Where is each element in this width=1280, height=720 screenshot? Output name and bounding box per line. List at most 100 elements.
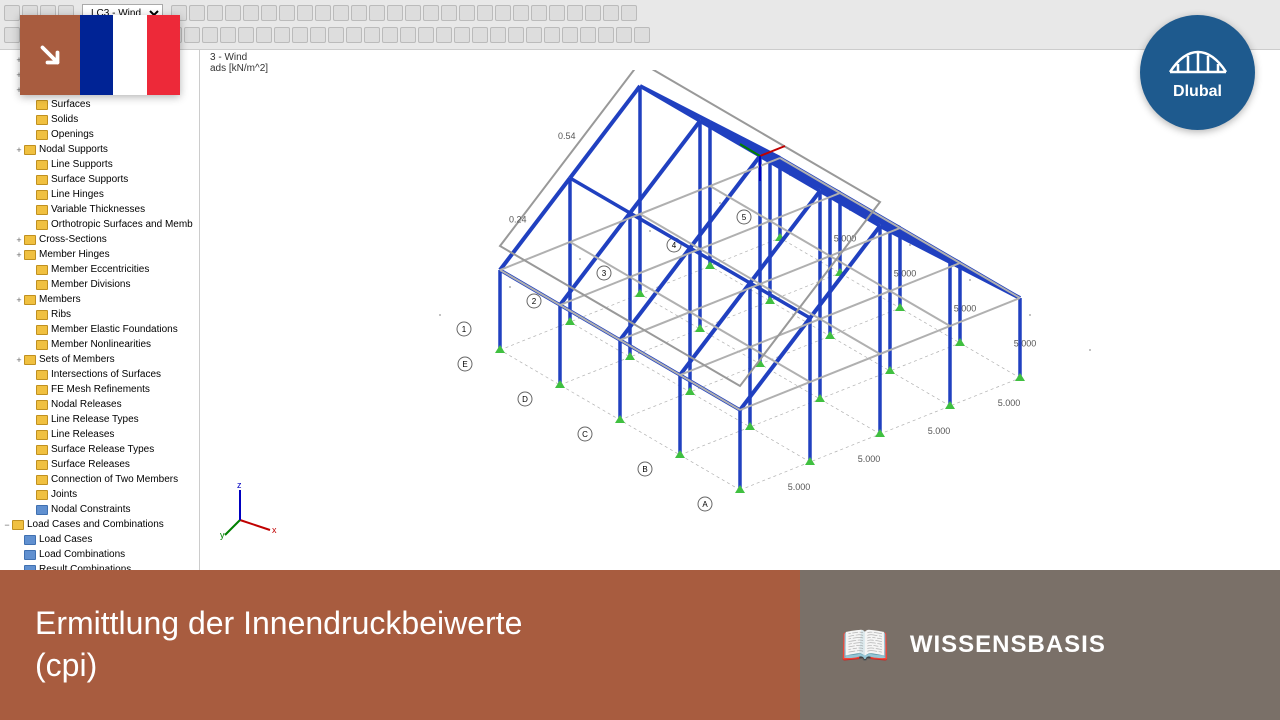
tree-item[interactable]: Line Release Types [2, 412, 197, 427]
tb-btn[interactable] [364, 27, 380, 43]
tb-btn[interactable] [274, 27, 290, 43]
tb-btn[interactable] [477, 5, 493, 21]
tb-btn[interactable] [580, 27, 596, 43]
tb-btn[interactable] [184, 27, 200, 43]
tb-btn[interactable] [472, 27, 488, 43]
tb-btn[interactable] [603, 5, 619, 21]
tb-btn[interactable] [544, 27, 560, 43]
tb-btn[interactable] [423, 5, 439, 21]
tree-item[interactable]: −Load Cases and Combinations [2, 517, 197, 532]
banner-title-line2: (cpi) [35, 645, 765, 687]
svg-text:3: 3 [602, 269, 607, 278]
tb-btn[interactable] [4, 27, 20, 43]
svg-text:5: 5 [742, 213, 747, 222]
tb-btn[interactable] [531, 5, 547, 21]
tree-item[interactable]: Joints [2, 487, 197, 502]
tb-btn[interactable] [567, 5, 583, 21]
tree-item[interactable]: Surface Supports [2, 172, 197, 187]
tb-btn[interactable] [526, 27, 542, 43]
tb-btn[interactable] [382, 27, 398, 43]
tb-btn[interactable] [387, 5, 403, 21]
tb-btn[interactable] [418, 27, 434, 43]
svg-text:C: C [582, 430, 588, 439]
tree-item[interactable]: Line Releases [2, 427, 197, 442]
tree-item[interactable]: Variable Thicknesses [2, 202, 197, 217]
svg-text:D: D [522, 395, 528, 404]
tb-btn[interactable] [598, 27, 614, 43]
tb-btn[interactable] [279, 5, 295, 21]
tb-btn[interactable] [207, 5, 223, 21]
tree-item[interactable]: Line Supports [2, 157, 197, 172]
tb-btn[interactable] [238, 27, 254, 43]
navigator-tree[interactable]: +Nodes+Lines+MaterialsSurfacesSolidsOpen… [0, 50, 200, 570]
tree-item[interactable]: Nodal Releases [2, 397, 197, 412]
tb-btn[interactable] [454, 27, 470, 43]
tree-item[interactable]: Solids [2, 112, 197, 127]
tb-btn[interactable] [513, 5, 529, 21]
tree-item[interactable]: Intersections of Surfaces [2, 367, 197, 382]
tree-item[interactable]: +Sets of Members [2, 352, 197, 367]
svg-text:x: x [272, 525, 277, 535]
tb-btn[interactable] [562, 27, 578, 43]
tree-item[interactable]: Result Combinations [2, 562, 197, 570]
tb-btn[interactable] [369, 5, 385, 21]
tree-item[interactable]: +Cross-Sections [2, 232, 197, 247]
tree-item[interactable]: Member Elastic Foundations [2, 322, 197, 337]
tree-item[interactable]: Orthotropic Surfaces and Memb [2, 217, 197, 232]
tb-btn[interactable] [436, 27, 452, 43]
tree-item[interactable]: +Member Hinges [2, 247, 197, 262]
tree-item[interactable]: FE Mesh Refinements [2, 382, 197, 397]
tree-item[interactable]: Ribs [2, 307, 197, 322]
tb-btn[interactable] [634, 27, 650, 43]
svg-text:5.000: 5.000 [998, 398, 1021, 408]
tb-btn[interactable] [225, 5, 241, 21]
tree-item[interactable]: +Members [2, 292, 197, 307]
tree-item[interactable]: Surface Release Types [2, 442, 197, 457]
tree-item[interactable]: Nodal Constraints [2, 502, 197, 517]
tb-btn[interactable] [400, 27, 416, 43]
tree-item[interactable]: Line Hinges [2, 187, 197, 202]
tb-btn[interactable] [243, 5, 259, 21]
tb-btn[interactable] [621, 5, 637, 21]
tree-item[interactable]: Member Nonlinearities [2, 337, 197, 352]
tree-item[interactable]: +Nodal Supports [2, 142, 197, 157]
tb-btn[interactable] [490, 27, 506, 43]
svg-text:E: E [462, 360, 467, 369]
tb-btn[interactable] [459, 5, 475, 21]
tb-btn[interactable] [351, 5, 367, 21]
tb-btn[interactable] [616, 27, 632, 43]
tb-btn[interactable] [297, 5, 313, 21]
tree-item[interactable]: Openings [2, 127, 197, 142]
tb-btn[interactable] [310, 27, 326, 43]
tb-btn[interactable] [328, 27, 344, 43]
tb-btn[interactable] [315, 5, 331, 21]
model-viewport[interactable]: 3 - Wind ads [kN/m^2] 5.0005.0005.0005.0… [200, 50, 1280, 570]
tb-btn[interactable] [549, 5, 565, 21]
tree-item[interactable]: Surface Releases [2, 457, 197, 472]
tb-btn[interactable] [189, 5, 205, 21]
tb-btn[interactable] [292, 27, 308, 43]
tb-btn[interactable] [261, 5, 277, 21]
tree-item[interactable]: Member Divisions [2, 277, 197, 292]
svg-text:5.000: 5.000 [894, 269, 917, 279]
tree-item[interactable]: Surfaces [2, 97, 197, 112]
app-window: LC3 - Wind +Nodes+Lines+MaterialsSurface… [0, 0, 1280, 570]
title-banner: Ermittlung der Innendruckbeiwerte (cpi) … [0, 570, 1280, 720]
tb-btn[interactable] [441, 5, 457, 21]
tb-btn[interactable] [495, 5, 511, 21]
tb-btn[interactable] [333, 5, 349, 21]
tb-btn[interactable] [256, 27, 272, 43]
tree-item[interactable]: Load Cases [2, 532, 197, 547]
tb-btn[interactable] [405, 5, 421, 21]
tree-item[interactable]: Connection of Two Members [2, 472, 197, 487]
tb-btn[interactable] [508, 27, 524, 43]
tb-btn[interactable] [346, 27, 362, 43]
tb-btn[interactable] [220, 27, 236, 43]
tree-item[interactable]: Member Eccentricities [2, 262, 197, 277]
arrow-down-right-icon [20, 15, 80, 95]
tb-btn[interactable] [585, 5, 601, 21]
tree-item[interactable]: Load Combinations [2, 547, 197, 562]
tb-btn[interactable] [202, 27, 218, 43]
toolbar: LC3 - Wind [0, 0, 1280, 50]
tb-btn[interactable] [4, 5, 20, 21]
